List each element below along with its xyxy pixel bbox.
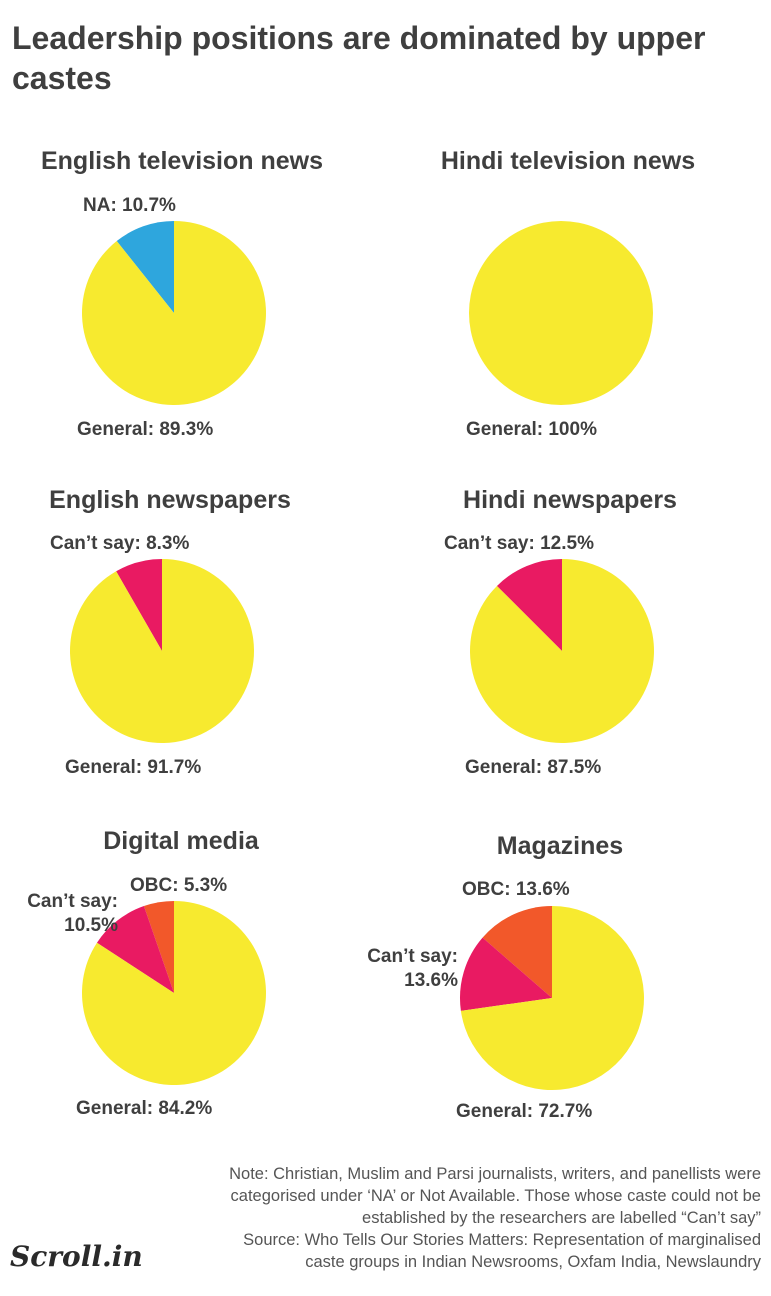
slice-label: Can’t say: 10.5%	[27, 891, 118, 936]
scroll-logo: Scroll.in	[10, 1240, 143, 1273]
note-line: Note: Christian, Muslim and Parsi journa…	[229, 1165, 761, 1183]
footer-notes: Note: Christian, Muslim and Parsi journa…	[121, 1163, 761, 1273]
pie-slice-obc	[143, 901, 174, 993]
pie-slice-general	[469, 221, 653, 405]
pie-slice-general	[470, 559, 654, 743]
pie-slice-general	[81, 901, 266, 1085]
chart-title: Hindi newspapers	[463, 486, 677, 514]
slice-label: OBC: 5.3%	[130, 875, 228, 896]
pie-chart	[460, 906, 644, 1090]
chart-title: Magazines	[496, 832, 624, 860]
slice-label: General: 100%	[466, 419, 597, 440]
pie-slice-can-t-say	[460, 937, 552, 1011]
slice-label: General: 91.7%	[65, 757, 202, 778]
slice-label: General: 87.5%	[465, 757, 602, 778]
slice-label: NA: 10.7%	[83, 195, 176, 216]
pie-chart	[81, 901, 266, 1085]
pie-slice-can-t-say	[116, 559, 162, 651]
slice-label: Can’t say: 8.3%	[50, 533, 190, 554]
pie-chart	[82, 221, 267, 405]
slice-label: OBC: 13.6%	[462, 879, 570, 900]
pie-chart	[70, 559, 254, 743]
pie-slice-general	[70, 559, 254, 743]
pie-slice-na	[116, 221, 174, 313]
chart-title: Hindi television news	[440, 147, 696, 175]
note-line: categorised under ‘NA’ or Not Available.…	[230, 1187, 761, 1205]
slice-label: Can’t say: 12.5%	[444, 533, 594, 554]
source-line: Source: Who Tells Our Stories Matters: R…	[243, 1231, 761, 1249]
pie-slice-general	[82, 221, 267, 405]
chart-title: English newspapers	[49, 486, 291, 514]
chart-headline: Leadership positions are dominated by up…	[12, 20, 706, 96]
pie-slice-can-t-say	[496, 559, 562, 651]
slice-label: General: 89.3%	[77, 419, 214, 440]
slice-label: Can’t say: 13.6%	[367, 946, 458, 991]
note-line: established by the researchers are label…	[362, 1209, 761, 1227]
pie-slice-can-t-say	[96, 906, 174, 993]
chart-title: English television news	[40, 147, 324, 175]
pie-chart	[470, 559, 654, 743]
pie-slice-obc	[482, 906, 552, 998]
source-line: caste groups in Indian Newsrooms, Oxfam …	[305, 1253, 761, 1271]
chart-title: Digital media	[103, 827, 259, 855]
pie-slice-general	[460, 906, 644, 1090]
slice-label: General: 84.2%	[76, 1098, 213, 1119]
slice-label: General: 72.7%	[456, 1101, 593, 1122]
pie-chart	[469, 221, 653, 405]
